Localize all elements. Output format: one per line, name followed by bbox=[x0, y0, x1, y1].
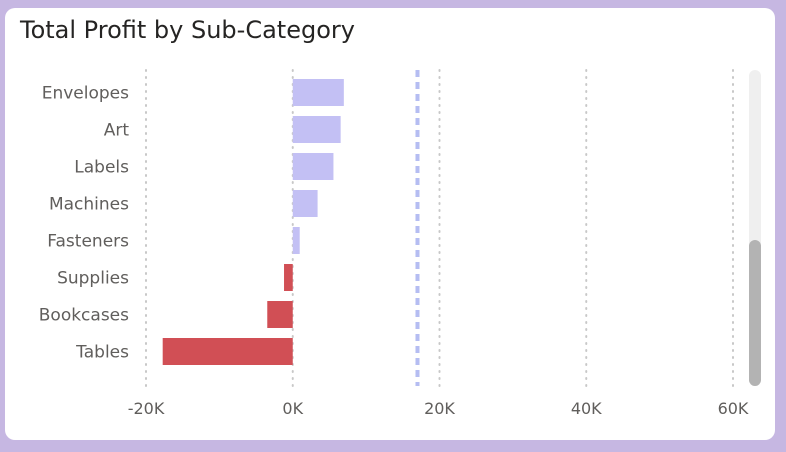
x-tick-label: 0K bbox=[282, 399, 303, 418]
bar[interactable] bbox=[292, 116, 341, 143]
bar-chart: -20K 0K 20K 40K 60K Envelopes Art Labels Machine… bbox=[39, 69, 749, 418]
category-label: Envelopes bbox=[42, 84, 129, 104]
x-tick-label: 60K bbox=[718, 399, 749, 418]
x-tick-label: 40K bbox=[571, 399, 602, 418]
x-tick-label: 20K bbox=[424, 399, 455, 418]
category-label: Labels bbox=[74, 158, 129, 178]
bar[interactable] bbox=[292, 79, 344, 106]
x-tick-label: -20K bbox=[128, 399, 165, 418]
bar[interactable] bbox=[292, 153, 334, 180]
chart-card: Total Profit by Sub-Category -20K 0K 20K 40… bbox=[5, 8, 775, 440]
category-label: Fasteners bbox=[47, 232, 129, 252]
chart-title: Total Profit by Sub-Category bbox=[20, 16, 355, 44]
category-label: Art bbox=[104, 121, 130, 141]
category-label: Tables bbox=[75, 343, 129, 363]
scrollbar-thumb[interactable] bbox=[749, 240, 761, 386]
bar[interactable] bbox=[292, 227, 300, 254]
bar[interactable] bbox=[292, 190, 318, 217]
category-label: Supplies bbox=[57, 269, 129, 289]
category-label: Machines bbox=[49, 195, 129, 215]
bar[interactable] bbox=[284, 264, 293, 291]
category-label: Bookcases bbox=[39, 306, 129, 326]
bar[interactable] bbox=[162, 338, 293, 365]
bar[interactable] bbox=[267, 301, 293, 328]
